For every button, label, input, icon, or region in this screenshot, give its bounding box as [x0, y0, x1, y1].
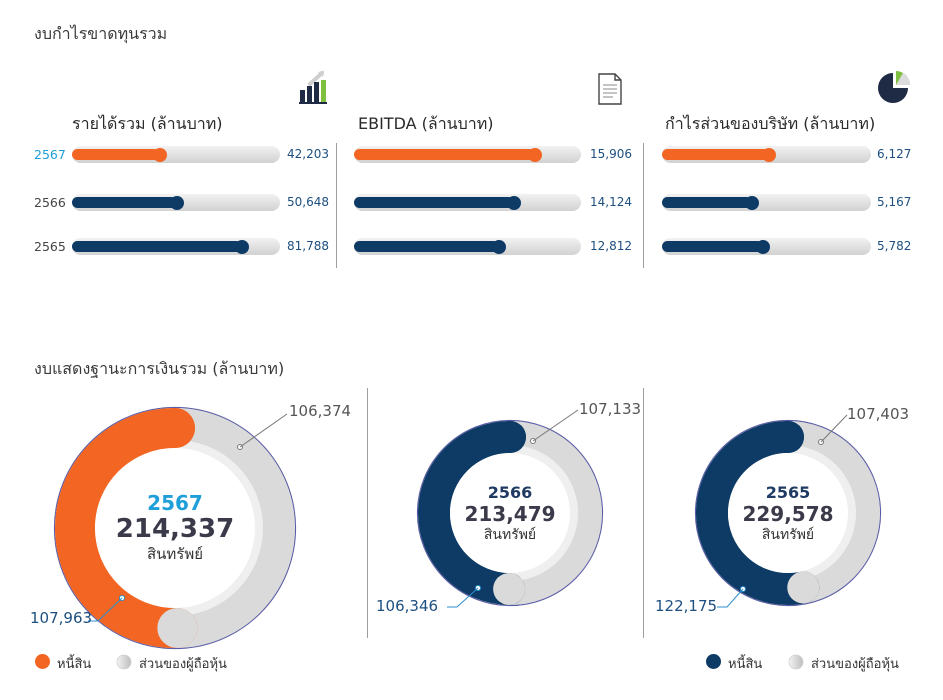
ebitda-bar-end-dot	[528, 147, 542, 162]
equity-callout-line	[820, 414, 848, 443]
panel-divider	[336, 143, 337, 268]
revenue-value-label-2566: 50,648	[287, 195, 329, 209]
revenue-value-label-2565: 81,788	[287, 239, 329, 253]
ring-center-disc	[728, 453, 848, 573]
net-profit-bar-2567	[662, 149, 769, 160]
ring-2566-equity-callout: 107,133	[579, 400, 642, 418]
ring-total-label: สินทรัพย์	[146, 545, 204, 563]
liabilities-segment-cap	[494, 421, 526, 453]
ebitda-bar-end-dot	[507, 195, 521, 210]
year-label-2566: 2566	[34, 195, 66, 210]
income-section-title: งบกำไรขาดทุนรวม	[34, 24, 168, 43]
net-profit-bar-end-dot	[756, 239, 770, 254]
revenue-bar-end-dot	[153, 147, 167, 162]
ring-outline	[416, 419, 604, 607]
ring-outline	[694, 419, 882, 607]
ring-outline	[53, 406, 297, 650]
ring-2566-liabilities-callout: 106,346	[376, 597, 439, 615]
net-profit-bar-2566	[662, 197, 752, 208]
ring-year: 2565	[765, 483, 811, 502]
ring-total-label: สินทรัพย์	[483, 527, 537, 543]
document-icon	[597, 73, 623, 105]
net-profit-value-label-2566: 5,167	[877, 195, 912, 209]
ring-total-label: สินทรัพย์	[761, 527, 815, 543]
balance-section-title: งบแสดงฐานะการเงินรวม (ล้านบาท)	[34, 359, 285, 378]
ring-2565-liabilities-callout: 122,175	[655, 597, 718, 615]
net-profit-bar-2565	[662, 241, 763, 252]
ring-total: 214,337	[115, 514, 235, 544]
net-profit-value-label-2565: 5,782	[877, 239, 912, 253]
legend-liabilities-orange-swatch	[35, 654, 50, 669]
legend-equity-swatch	[116, 654, 132, 674]
ring-2567-equity-callout: 106,374	[289, 402, 352, 420]
liabilities-callout-line	[447, 587, 479, 608]
ebitda-bar-2566	[354, 197, 514, 208]
revenue-bar-2566	[72, 197, 177, 208]
legend-equity-label: ส่วนของผู้ถือหุ้น	[811, 657, 899, 672]
ebitda-bar-2567	[354, 149, 535, 160]
year-label-2567: 2567	[34, 147, 66, 162]
ebitda-value-label-2566: 14,124	[590, 195, 632, 209]
ring-2567-center: 2567 214,337 สินทรัพย์	[85, 492, 265, 564]
ring-total: 213,479	[464, 502, 556, 526]
revenue-panel-title: รายได้รวม (ล้านบาท)	[72, 114, 223, 133]
revenue-bar-2567	[72, 149, 160, 160]
ring-2565-equity-callout: 107,403	[847, 405, 910, 423]
equity-segment-cap	[787, 571, 820, 604]
net-profit-bar-end-dot	[745, 195, 759, 210]
bar-chart-icon	[298, 70, 328, 104]
pie-chart-icon	[876, 70, 911, 104]
ring-year: 2566	[487, 483, 533, 502]
ring-year: 2567	[147, 491, 203, 515]
ring-divider	[643, 388, 644, 638]
year-label-2565: 2565	[34, 239, 66, 254]
panel-divider	[643, 143, 644, 268]
legend-equity-swatch	[788, 654, 804, 674]
liabilities-segment	[696, 421, 820, 605]
net-profit-panel-title: กำไรส่วนของบริษัท (ล้านบาท)	[665, 114, 876, 133]
liabilities-segment	[55, 408, 198, 648]
ring-center-disc	[450, 453, 570, 573]
liabilities-callout-line	[717, 588, 744, 608]
revenue-bar-end-dot	[235, 239, 249, 254]
liabilities-segment	[418, 421, 526, 605]
liabilities-callout-line	[88, 597, 123, 622]
legend-liabilities-navy-swatch	[706, 654, 721, 669]
net-profit-bar-end-dot	[762, 147, 776, 162]
equity-callout-line	[239, 413, 288, 448]
ring-center-disc	[95, 448, 255, 608]
liabilities-segment-cap	[772, 421, 804, 453]
equity-segment-cap	[157, 607, 198, 648]
equity-callout-line	[532, 409, 579, 442]
ring-2565-center: 2565 229,578 สินทรัพย์	[698, 484, 878, 544]
revenue-bar-2565	[72, 241, 242, 252]
ring-divider	[367, 388, 368, 638]
revenue-bar-end-dot	[170, 195, 184, 210]
ebitda-value-label-2565: 12,812	[590, 239, 632, 253]
ring-total: 229,578	[742, 502, 834, 526]
legend-liabilities-label: หนี้สิน	[57, 657, 92, 672]
ring-2567-liabilities-callout: 107,963	[30, 609, 93, 627]
ebitda-bar-end-dot	[492, 239, 506, 254]
legend-equity-label: ส่วนของผู้ถือหุ้น	[139, 657, 227, 672]
ebitda-value-label-2567: 15,906	[590, 147, 632, 161]
liabilities-segment-cap	[155, 408, 195, 448]
revenue-value-label-2567: 42,203	[287, 147, 329, 161]
ebitda-bar-2565	[354, 241, 499, 252]
ring-2566-center: 2566 213,479 สินทรัพย์	[420, 484, 600, 544]
ebitda-panel-title: EBITDA (ล้านบาท)	[358, 114, 494, 133]
equity-segment-cap	[493, 572, 526, 605]
net-profit-value-label-2567: 6,127	[877, 147, 912, 161]
legend-liabilities-label: หนี้สิน	[728, 657, 763, 672]
